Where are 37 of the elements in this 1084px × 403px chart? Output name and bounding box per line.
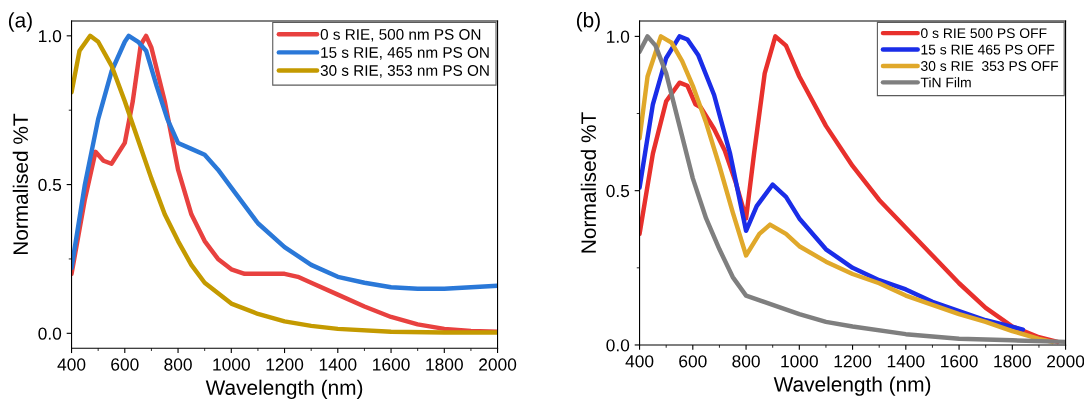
chart-title: (a)	[8, 12, 32, 32]
x-tick-label: 800	[732, 355, 760, 368]
y-axis-title: Normalised %T	[580, 112, 597, 253]
legend-label: 15 s RIE 465 PS OFF	[921, 44, 1055, 55]
x-tick-label: 2000	[1047, 355, 1084, 368]
x-tick-label: 1600	[373, 358, 410, 371]
x-tick-label: 2000	[479, 358, 517, 371]
legend-label: 15 s RIE, 465 nm PS ON	[321, 47, 489, 60]
x-tick-label: 1600	[941, 355, 978, 368]
x-tick-label: 1200	[834, 355, 872, 368]
chart-title: (b)	[576, 12, 600, 32]
legend-label: 0 s RIE, 500 nm PS ON	[320, 29, 481, 42]
x-tick-label: 400	[57, 358, 86, 371]
x-axis-title: Wavelength (nm)	[773, 376, 931, 396]
y-tick-label: 0.5	[38, 178, 62, 192]
x-tick-label: 1400	[887, 355, 925, 368]
x-tick-label: 1800	[426, 358, 463, 371]
legend-label: 30 s RIE 353 PS OFF	[920, 61, 1059, 71]
x-tick-label: 1400	[319, 358, 357, 371]
x-tick-label: 800	[164, 358, 192, 371]
y-tick-label: 0.0	[38, 327, 62, 340]
y-tick-label: 0.0	[606, 339, 630, 352]
x-tick-label: 1200	[266, 358, 304, 371]
x-tick-label: 1800	[994, 355, 1031, 368]
legend-label: 0 s RIE 500 PS OFF	[921, 28, 1047, 39]
x-tick-label: 400	[625, 355, 654, 368]
legend-label: TiN Film	[920, 77, 971, 88]
x-tick-label: 600	[679, 355, 707, 368]
x-tick-label: 1000	[781, 355, 818, 368]
x-tick-label: 600	[111, 358, 139, 371]
y-tick-label: 0.5	[606, 184, 630, 198]
y-tick-label: 1.0	[39, 30, 62, 43]
x-tick-label: 1000	[213, 358, 250, 371]
y-axis-title: Normalised %T	[12, 113, 29, 255]
x-axis-title: Wavelength (nm)	[205, 379, 363, 400]
y-tick-label: 1.0	[607, 30, 630, 43]
legend-label: 30 s RIE, 353 nm PS ON	[320, 65, 489, 78]
